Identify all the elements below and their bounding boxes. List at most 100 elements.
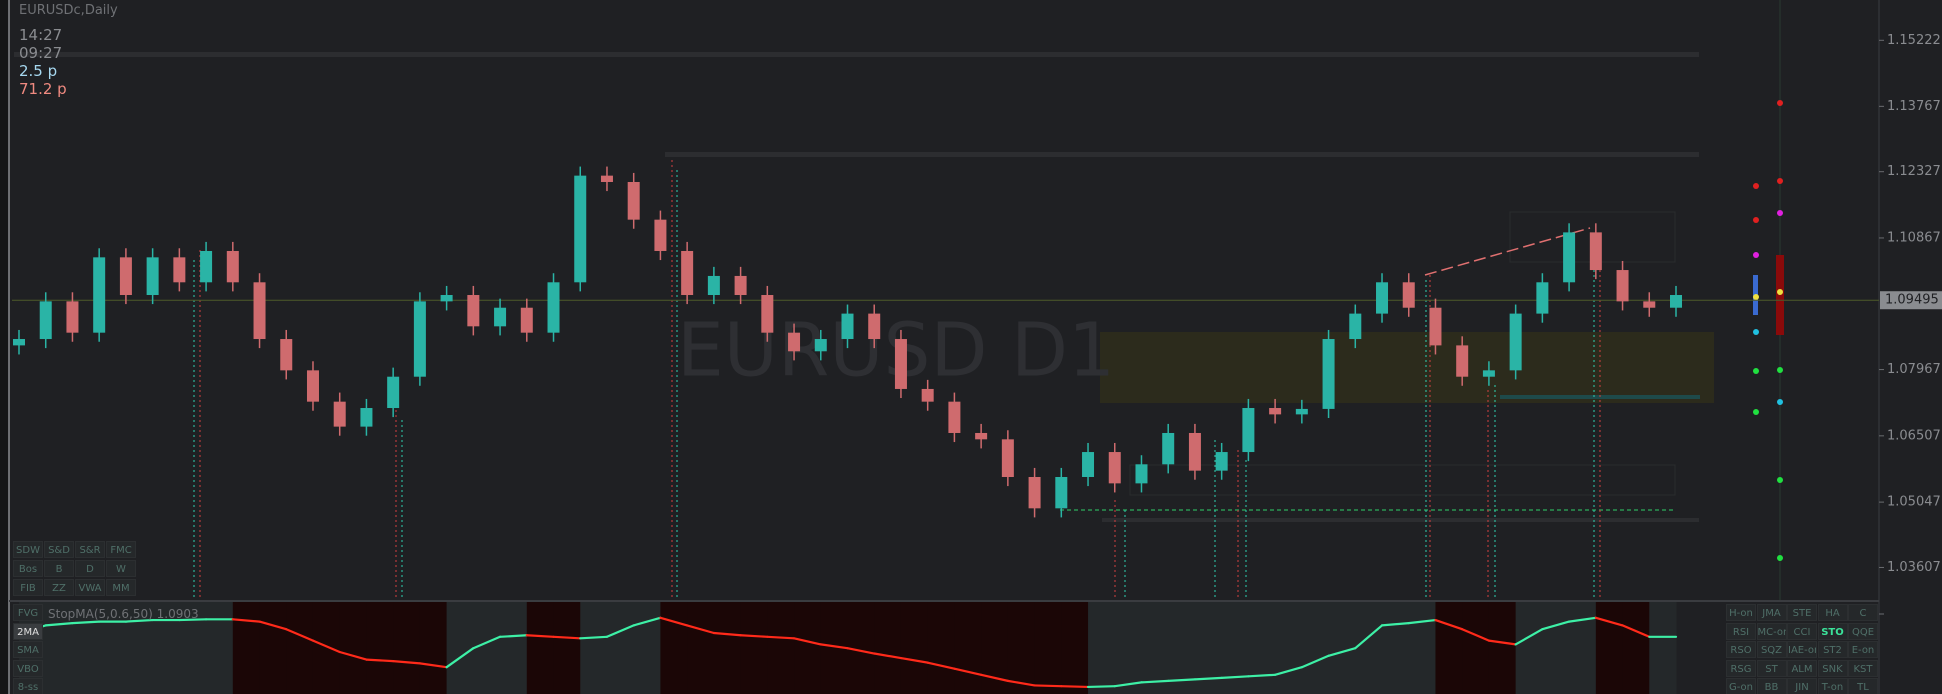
candle-body xyxy=(707,275,720,296)
toolbar-button[interactable]: STE xyxy=(1787,604,1817,621)
candle-body xyxy=(1536,282,1549,314)
toolbar-button[interactable]: ALM xyxy=(1787,659,1817,677)
toolbar-button[interactable]: S&R xyxy=(75,541,105,558)
toolbar-button[interactable]: IAE-on xyxy=(1787,641,1817,658)
regime-band xyxy=(206,602,234,694)
regime-band xyxy=(99,602,127,694)
toolbar-button[interactable]: E-on xyxy=(1848,641,1878,658)
trend-line xyxy=(1424,227,1591,276)
regime-band xyxy=(1088,602,1116,694)
toolbar-button[interactable]: QQE xyxy=(1848,622,1878,640)
toolbar-button[interactable]: 2MA xyxy=(13,622,43,640)
regime-band xyxy=(954,602,982,694)
toolbar-button[interactable]: FIB xyxy=(13,579,43,596)
candle-body xyxy=(921,388,934,402)
toolbar-button[interactable]: CCI xyxy=(1787,622,1817,640)
toolbar-button[interactable]: VWA xyxy=(75,579,105,596)
toolbar-button[interactable]: RSI xyxy=(1726,622,1756,640)
toolbar-button[interactable]: SDW xyxy=(13,541,43,558)
candle-body xyxy=(440,295,453,302)
toolbar-button[interactable]: 8-ss xyxy=(13,678,43,694)
meter-dot xyxy=(1777,178,1783,184)
toolbar-button[interactable]: H-on xyxy=(1726,604,1756,621)
candle-body xyxy=(788,332,801,352)
regime-band xyxy=(874,602,902,694)
toolbar-button[interactable]: VBO xyxy=(13,659,43,677)
toolbar-button[interactable]: C xyxy=(1848,604,1878,621)
candle-body xyxy=(387,376,400,409)
regime-band xyxy=(419,602,448,694)
candle-body xyxy=(1456,345,1469,377)
oscillator-segment xyxy=(1354,624,1384,650)
toolbar-button[interactable]: STO xyxy=(1817,622,1848,640)
toolbar-button[interactable]: S&D xyxy=(44,541,74,558)
toolbar-button[interactable]: T-on xyxy=(1817,678,1848,694)
left-edge xyxy=(0,0,9,694)
toolbar-button[interactable]: MC-on xyxy=(1756,622,1787,640)
toolbar-button[interactable]: SMA xyxy=(13,641,43,658)
meter-dot xyxy=(1753,252,1759,258)
toolbar-button[interactable]: RSO xyxy=(1726,641,1756,658)
oscillator-segment xyxy=(1274,666,1303,676)
candle-body xyxy=(494,307,507,327)
regime-band xyxy=(1114,602,1142,694)
candle-body xyxy=(146,257,159,296)
regime-band xyxy=(312,602,341,694)
toolbar-button[interactable]: FVG xyxy=(13,604,43,621)
oscillator-segment xyxy=(1621,624,1651,638)
oscillator-segment xyxy=(1327,647,1357,657)
regime-band xyxy=(1275,602,1303,694)
regime-band xyxy=(713,602,742,694)
toolbar-button[interactable]: FMC xyxy=(106,541,136,558)
regime-band xyxy=(179,602,207,694)
oscillator-segment xyxy=(1060,685,1090,689)
candle-body xyxy=(1269,408,1282,415)
oscillator-segment xyxy=(1006,679,1036,687)
toolbar-button[interactable]: ST2 xyxy=(1817,641,1848,658)
candle-body xyxy=(119,257,132,296)
toolbar-button[interactable]: MM xyxy=(106,579,136,596)
toolbar-button[interactable]: B xyxy=(44,560,74,577)
oscillator-segment xyxy=(686,624,715,635)
regime-band xyxy=(526,602,555,694)
meter-dot xyxy=(1753,217,1759,223)
toolbar-button[interactable]: ZZ xyxy=(44,579,74,596)
toolbar-button[interactable]: SQZ xyxy=(1756,641,1787,658)
level-band xyxy=(665,152,1699,157)
toolbar-button[interactable]: RSG xyxy=(1726,659,1756,677)
toolbar-button[interactable]: G-on xyxy=(1726,678,1756,694)
spread: 2.5 p xyxy=(19,62,58,80)
regime-band xyxy=(1542,602,1570,694)
candle-body xyxy=(520,307,533,333)
toolbar-button[interactable]: BB xyxy=(1756,678,1787,694)
y-tick-label: 1.07967 xyxy=(1887,362,1941,377)
oscillator-segment xyxy=(926,661,956,670)
toolbar-button[interactable]: D xyxy=(75,560,105,577)
toolbar-button[interactable]: JMA xyxy=(1756,604,1787,621)
range-box xyxy=(1129,464,1676,496)
oscillator-segment xyxy=(311,639,341,654)
candle-body xyxy=(1402,282,1415,308)
oscillator-segment xyxy=(819,643,849,650)
candle-body xyxy=(1295,408,1308,415)
regime-band xyxy=(286,602,314,694)
oscillator-segment xyxy=(1033,684,1063,688)
toolbar-button[interactable]: HA xyxy=(1817,604,1848,621)
y-tick-label: 1.15222 xyxy=(1887,33,1941,48)
toolbar-button[interactable]: W xyxy=(106,560,136,577)
candle-body xyxy=(975,432,988,440)
oscillator-segment xyxy=(365,658,395,663)
toolbar-button[interactable]: JIN xyxy=(1787,678,1817,694)
toolbar-button[interactable]: TL xyxy=(1848,678,1878,694)
toolbar-button[interactable]: Bos xyxy=(13,560,43,577)
regime-band xyxy=(259,602,287,694)
candle-body xyxy=(13,339,25,346)
toolbar-button[interactable]: ST xyxy=(1756,659,1787,677)
toolbar-button[interactable]: KST xyxy=(1848,659,1878,677)
oscillator-segment xyxy=(579,635,609,640)
oscillator-segment xyxy=(1541,620,1571,631)
regime-band xyxy=(553,602,581,694)
regime-band xyxy=(1435,602,1463,694)
regime-band xyxy=(152,602,180,694)
toolbar-button[interactable]: SNK xyxy=(1817,659,1848,677)
